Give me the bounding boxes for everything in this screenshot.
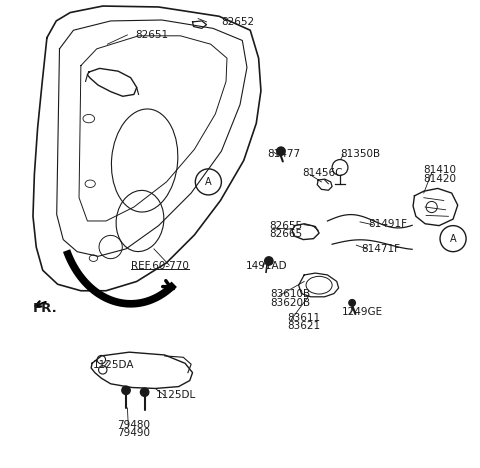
Text: 81477: 81477 (268, 149, 301, 159)
Circle shape (277, 147, 285, 155)
Text: 82651: 82651 (135, 30, 168, 40)
Text: 82665: 82665 (269, 229, 302, 239)
Text: A: A (205, 177, 212, 187)
Text: 81420: 81420 (423, 174, 456, 184)
Text: 79480: 79480 (118, 420, 150, 430)
Text: 83621: 83621 (288, 321, 321, 331)
Text: 81350B: 81350B (340, 149, 380, 159)
Text: 83611: 83611 (288, 313, 321, 323)
Text: A: A (450, 234, 456, 244)
Circle shape (264, 257, 273, 265)
Text: 1491AD: 1491AD (246, 261, 288, 271)
Text: 81456C: 81456C (302, 168, 343, 177)
Circle shape (141, 388, 149, 396)
Text: REF.60-770: REF.60-770 (131, 261, 189, 271)
Text: 1249GE: 1249GE (341, 307, 383, 317)
Text: 83610B: 83610B (270, 290, 310, 300)
Text: 79490: 79490 (118, 428, 150, 438)
Text: 81471F: 81471F (361, 244, 400, 254)
Circle shape (349, 300, 355, 306)
Text: 82652: 82652 (221, 17, 254, 27)
Circle shape (122, 386, 130, 395)
Text: 83620B: 83620B (270, 298, 310, 308)
Text: 81491F: 81491F (369, 219, 408, 229)
Text: 1125DA: 1125DA (93, 360, 134, 370)
Text: 82655: 82655 (269, 220, 302, 231)
Text: FR.: FR. (33, 302, 58, 315)
Text: 1125DL: 1125DL (156, 389, 196, 400)
Text: 81410: 81410 (423, 165, 456, 175)
